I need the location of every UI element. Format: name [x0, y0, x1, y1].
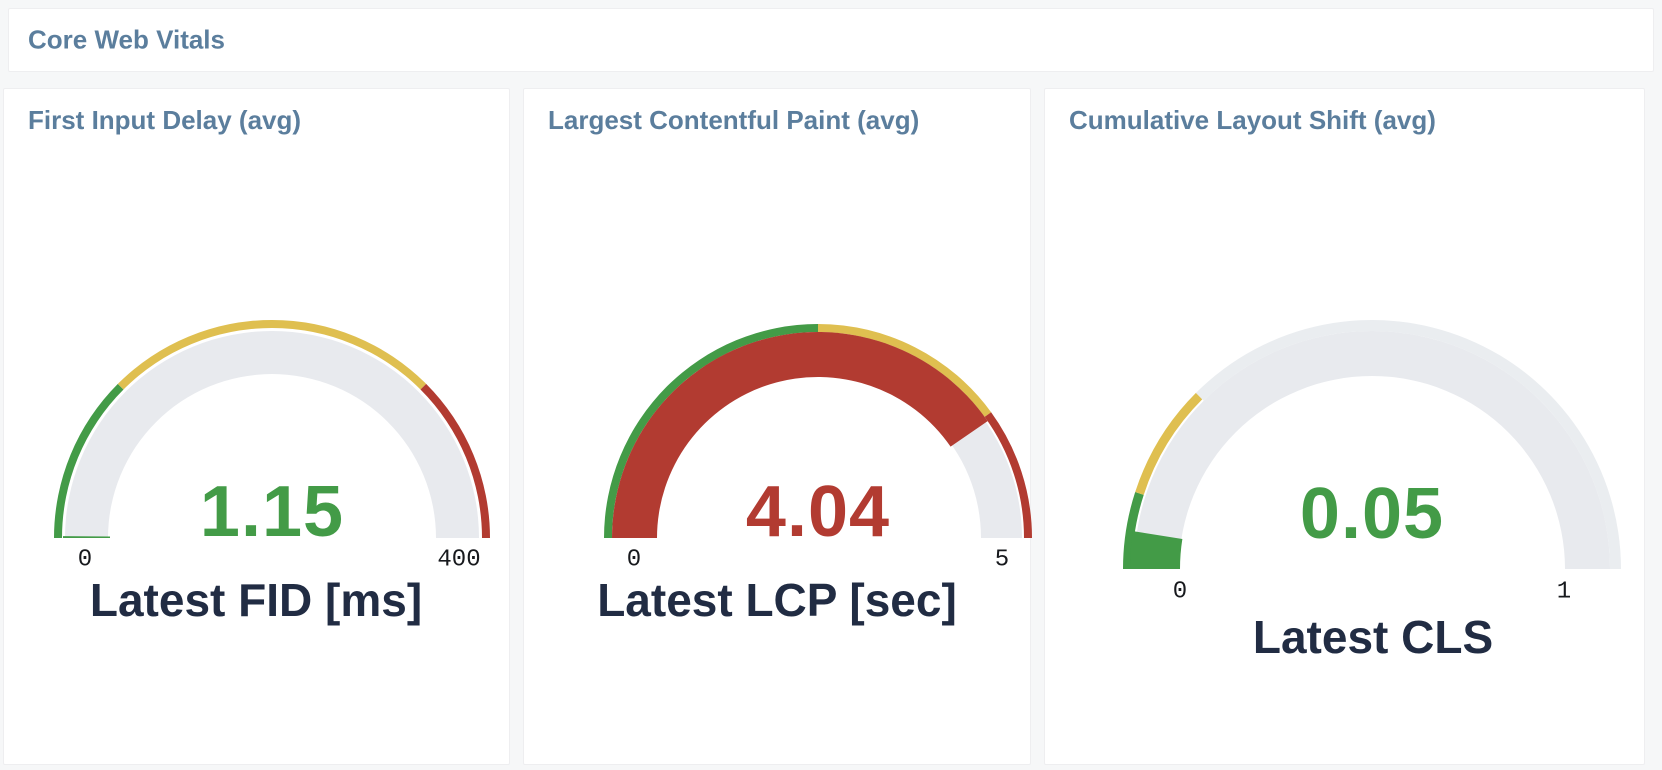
panel-card-lcp: Largest Contentful Paint (avg)	[523, 88, 1031, 765]
gauge-min-label-cls: 0	[1172, 578, 1188, 606]
gauge-metric-label-fid: Latest FID [ms]	[89, 574, 423, 626]
panel-title-fid: First Input Delay (avg)	[28, 105, 302, 135]
dashboard-header-row: Core Web Vitals	[8, 8, 1654, 72]
panel-card-fid: First Input Delay (avg)	[3, 88, 510, 765]
gauge-value-lcp: 4.04	[745, 472, 891, 552]
gauge-max-label-lcp: 5	[994, 546, 1010, 574]
gauge-metric-label-cls: Latest CLS	[1252, 611, 1494, 663]
gauge-min-label-lcp: 0	[626, 546, 642, 574]
panel-title-lcp: Largest Contentful Paint (avg)	[548, 105, 920, 135]
panel-title-cls: Cumulative Layout Shift (avg)	[1069, 105, 1436, 135]
dashboard-row-title: Core Web Vitals	[28, 24, 225, 55]
gauge-min-label-fid: 0	[77, 546, 93, 574]
gauge-metric-label-lcp: Latest LCP [sec]	[597, 574, 957, 626]
gauge-max-label-fid: 400	[437, 546, 481, 574]
gauge-value-cls: 0.05	[1299, 474, 1445, 554]
gauge-max-label-cls: 1	[1556, 578, 1572, 606]
gauge-value-fid: 1.15	[199, 472, 345, 552]
